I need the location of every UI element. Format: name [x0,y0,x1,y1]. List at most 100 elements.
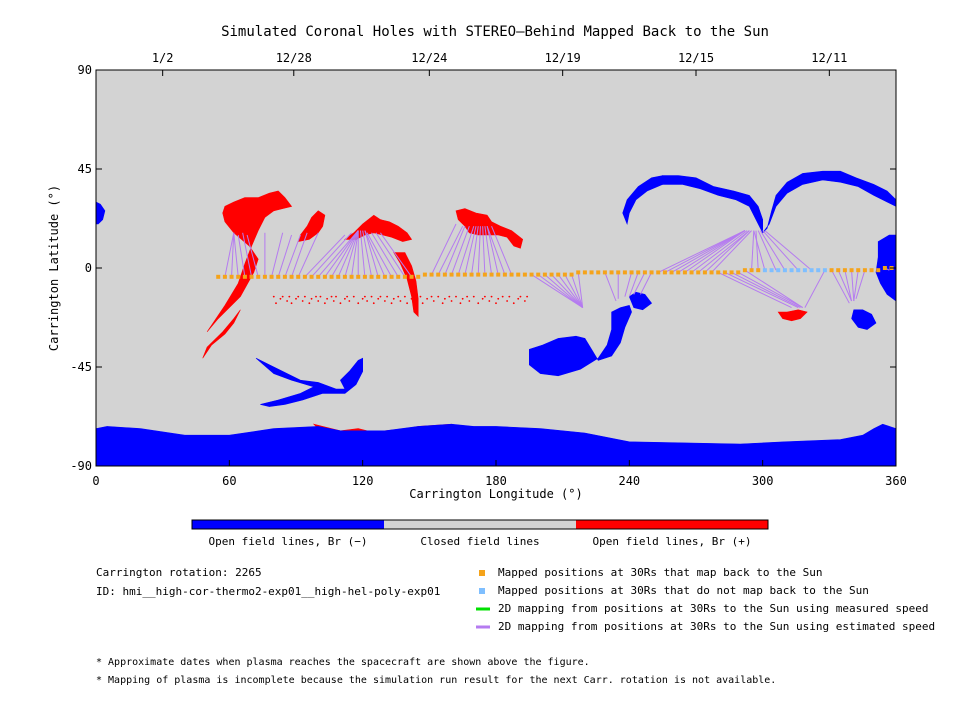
unmapped-point-3 [782,268,787,273]
mapping-line-78 [831,269,850,304]
mapping-line-56 [658,230,746,273]
mapped-point-66 [656,270,661,275]
x-tick-label-6: 360 [885,474,907,488]
colorbar-label-2: Open field lines, Br (+) [593,535,752,548]
mapped-point-24 [376,274,381,279]
mapping-line-4 [242,232,253,277]
y-tick-label-1: -45 [70,360,92,374]
footpoint-20 [335,295,337,298]
coronal-hole-regions [95,170,897,467]
mapping-line-1 [231,232,235,277]
mapped-point-64 [642,270,647,275]
mapping-line-45 [551,274,584,308]
mapping-line-22 [362,230,373,277]
coronal-hole-negative-12 [622,175,664,226]
unmapped-point-4 [789,268,794,273]
mapping-line-41 [491,226,513,275]
mapped-point-31 [422,272,427,277]
mapping-line-58 [671,230,746,273]
unmapped-point-5 [796,268,801,273]
mapping-line-72 [753,230,766,271]
mapped-point-68 [669,270,674,275]
mapped-point-19 [342,274,347,279]
mapping-line-42 [531,274,583,309]
mapped-point-80 [749,268,754,273]
footpoint-30 [370,295,373,298]
coronal-hole-positive-1 [206,190,293,332]
footpoint-5 [288,295,291,298]
mapped-point-11 [289,274,294,279]
mapping-line-30 [437,225,464,275]
mapped-point-45 [516,272,521,277]
mapped-point-40 [482,272,487,277]
mapped-point-12 [296,274,301,279]
footpoint-38 [397,295,400,298]
mapped-point-20 [349,274,354,279]
mapped-point-73 [702,270,707,275]
footpoint-4 [286,300,289,302]
footpoint-32 [377,297,380,300]
footpoint-62 [481,297,484,300]
mapping-line-34 [464,226,477,275]
mapped-point-29 [409,274,414,279]
footpoint-35 [386,295,389,298]
mapping-line-35 [471,226,479,275]
mapping-line-57 [664,230,746,273]
footpoint-64 [488,300,491,302]
footpoint-69 [506,300,509,302]
footpoint-48 [430,295,433,298]
footpoint-27 [361,297,364,300]
mapped-point-26 [389,274,394,279]
mapped-point-59 [609,270,614,275]
colorbar-label-0: Open field lines, Br (−) [209,535,368,548]
mapped-point-89 [876,268,881,273]
y-tick-label-3: 45 [78,162,92,176]
unmapped-point-2 [776,268,781,273]
mapping-line-3 [237,234,246,277]
mapped-point-46 [522,272,527,277]
colorbar-segment-2 [576,520,768,529]
legend-swatch-no-map-back [479,588,485,594]
mapping-line-49 [577,272,584,308]
footpoint-11 [308,302,311,305]
mapped-point-86 [856,268,861,273]
footpoint-46 [421,302,424,305]
mapped-point-70 [682,270,687,275]
footpoint-23 [346,295,349,298]
x-tick-label-5: 300 [752,474,774,488]
mapped-point-14 [309,274,314,279]
mapping-line-81 [851,270,855,302]
mapping-line-73 [757,230,777,271]
footpoint-28 [363,295,366,298]
mapping-line-39 [486,226,499,275]
coronal-hole-negative-8 [95,423,897,467]
mapped-point-84 [842,268,847,273]
footpoint-74 [523,300,526,302]
mapping-line-69 [744,269,803,309]
mapped-point-52 [562,272,567,277]
mapping-line-28 [380,232,412,278]
footpoint-70 [508,295,511,298]
footpoint-7 [295,297,297,300]
coronal-hole-negative-16 [255,357,364,407]
colorbar-frame [191,519,769,530]
mapping-line-5 [246,234,259,277]
top-tick-label-5: 12/11 [811,51,847,65]
colorbar-segment-0 [192,520,384,529]
footpoint-68 [501,295,504,298]
top-tick-label-1: 12/28 [276,51,312,65]
footpoint-75 [526,295,529,298]
footpoint-12 [310,297,313,300]
unmapped-point-6 [802,268,807,273]
mapping-line-38 [484,226,493,275]
footpoint-1 [275,302,277,305]
mapped-point-90 [882,266,887,270]
mapping-line-47 [564,274,584,308]
x-tick-label-4: 240 [618,474,640,488]
mapped-point-77 [729,270,734,275]
mapped-point-5 [249,274,254,279]
coronal-hole-positive-7 [777,309,808,322]
mapping-line-77 [804,269,826,308]
mapping-line-16 [331,230,359,278]
mapped-point-44 [509,272,514,277]
